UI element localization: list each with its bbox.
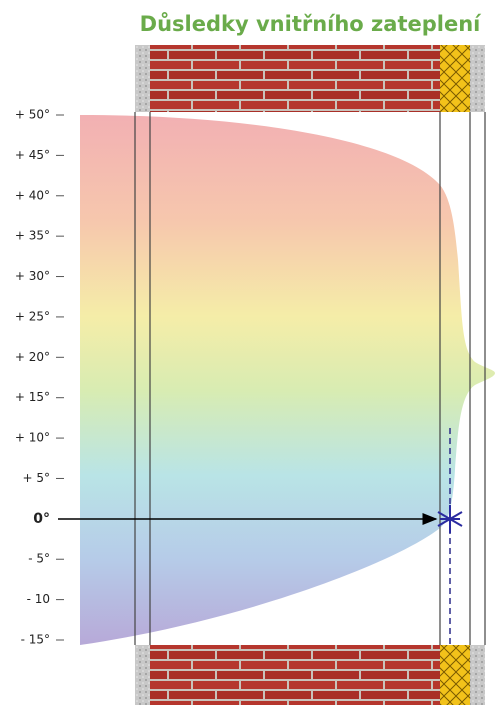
scale-label: + 45° (15, 148, 50, 162)
temperature-profile (80, 115, 495, 645)
scale: + 50° + 45° + 40° + 35° + 30° + 25° + 20° + 15°… (15, 108, 64, 647)
scale-label: - 15° (21, 633, 50, 647)
wall-bottom (135, 645, 485, 705)
title: Důsledky vnitřního zateplení (140, 12, 482, 36)
scale-label: + 35° (15, 229, 50, 243)
scale-label: + 10° (15, 431, 50, 445)
scale-label: + 25° (15, 309, 50, 323)
scale-label: + 15° (15, 390, 50, 404)
scale-label: + 30° (15, 269, 50, 283)
wall-top (135, 45, 485, 112)
scale-label: 0° (33, 511, 50, 527)
frost-star (437, 505, 463, 533)
wall-lines (134, 112, 486, 645)
scale-label: + 40° (15, 188, 50, 202)
scale-label: - 10 (27, 592, 50, 606)
scale-label: + 5° (22, 471, 50, 485)
scale-label: - 5° (28, 552, 50, 566)
scale-label: + 20° (15, 350, 50, 364)
scale-label: + 50° (15, 108, 50, 122)
